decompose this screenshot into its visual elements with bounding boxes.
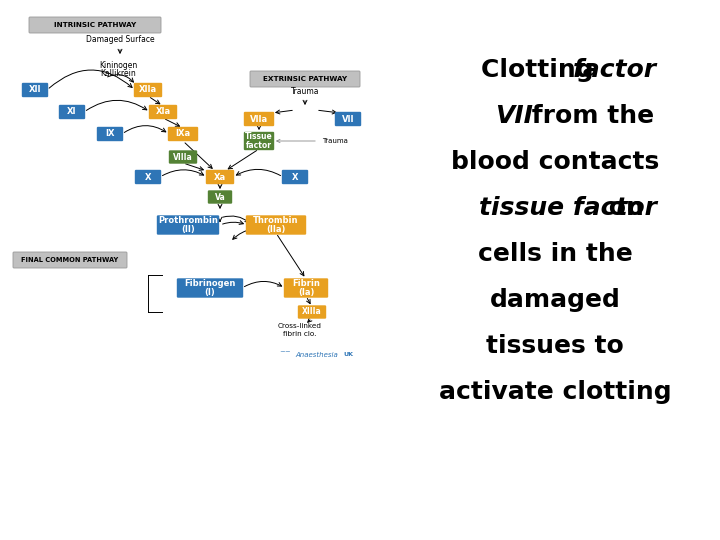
Text: Thrombin
(IIa): Thrombin (IIa): [253, 215, 299, 234]
Text: INTRINSIC PATHWAY: INTRINSIC PATHWAY: [54, 22, 136, 28]
FancyBboxPatch shape: [244, 132, 274, 150]
Text: Fibrin
(Ia): Fibrin (Ia): [292, 279, 320, 298]
Text: tissue factor: tissue factor: [479, 196, 657, 220]
Text: Prothrombin
(II): Prothrombin (II): [158, 215, 218, 234]
Text: Cross-linked
fibrin clo.: Cross-linked fibrin clo.: [278, 323, 322, 336]
Text: Kallikrein: Kallikrein: [100, 69, 136, 78]
Text: Clotting: Clotting: [481, 58, 602, 82]
Text: cells in the: cells in the: [477, 242, 632, 266]
FancyBboxPatch shape: [96, 127, 123, 141]
Text: blood contacts: blood contacts: [451, 150, 659, 174]
Text: factor: factor: [573, 58, 657, 82]
Text: activate clotting: activate clotting: [438, 380, 671, 404]
FancyBboxPatch shape: [157, 215, 219, 235]
Text: UK: UK: [343, 353, 353, 357]
FancyBboxPatch shape: [168, 150, 197, 164]
Text: VII: VII: [495, 104, 533, 128]
FancyBboxPatch shape: [149, 105, 177, 119]
FancyBboxPatch shape: [59, 105, 85, 119]
Text: XIa: XIa: [156, 107, 171, 117]
Text: VIIa: VIIa: [250, 114, 268, 124]
FancyBboxPatch shape: [206, 170, 234, 184]
Text: Trauma: Trauma: [322, 138, 348, 144]
FancyBboxPatch shape: [298, 305, 326, 319]
Text: IXa: IXa: [176, 130, 191, 138]
FancyBboxPatch shape: [29, 17, 161, 33]
FancyBboxPatch shape: [335, 112, 361, 126]
Text: from the: from the: [523, 104, 654, 128]
Text: XI: XI: [67, 107, 77, 117]
FancyBboxPatch shape: [246, 215, 306, 235]
FancyBboxPatch shape: [244, 112, 274, 126]
Text: EXTRINSIC PATHWAY: EXTRINSIC PATHWAY: [263, 76, 347, 82]
FancyBboxPatch shape: [22, 83, 48, 97]
Text: Xa: Xa: [214, 172, 226, 181]
Text: XIIIa: XIIIa: [302, 307, 322, 316]
Text: tissues to: tissues to: [486, 334, 624, 358]
Text: Trauma: Trauma: [291, 87, 319, 97]
Text: Fibrinogen
(I): Fibrinogen (I): [184, 279, 235, 298]
Text: Tissue
factor: Tissue factor: [245, 132, 273, 150]
Text: Va: Va: [215, 192, 225, 201]
Text: XII: XII: [29, 85, 41, 94]
FancyBboxPatch shape: [168, 127, 198, 141]
Text: X: X: [292, 172, 298, 181]
Text: XIIa: XIIa: [139, 85, 157, 94]
FancyBboxPatch shape: [250, 71, 360, 87]
Text: Anaesthesia: Anaesthesia: [295, 352, 338, 358]
Text: Damaged Surface: Damaged Surface: [86, 36, 154, 44]
Text: FINAL COMMON PATHWAY: FINAL COMMON PATHWAY: [22, 257, 119, 263]
Text: on: on: [600, 196, 644, 220]
FancyBboxPatch shape: [13, 252, 127, 268]
FancyBboxPatch shape: [134, 83, 162, 97]
Text: X: X: [145, 172, 151, 181]
FancyBboxPatch shape: [284, 278, 328, 298]
Text: VIIIa: VIIIa: [173, 152, 193, 161]
FancyBboxPatch shape: [282, 170, 308, 184]
Text: ~~: ~~: [279, 349, 291, 355]
Text: Kininogen: Kininogen: [99, 60, 137, 70]
FancyBboxPatch shape: [177, 278, 243, 298]
FancyBboxPatch shape: [208, 190, 232, 204]
Text: VII: VII: [342, 114, 354, 124]
Text: damaged: damaged: [490, 288, 621, 312]
Text: IX: IX: [105, 130, 114, 138]
FancyBboxPatch shape: [135, 170, 161, 184]
